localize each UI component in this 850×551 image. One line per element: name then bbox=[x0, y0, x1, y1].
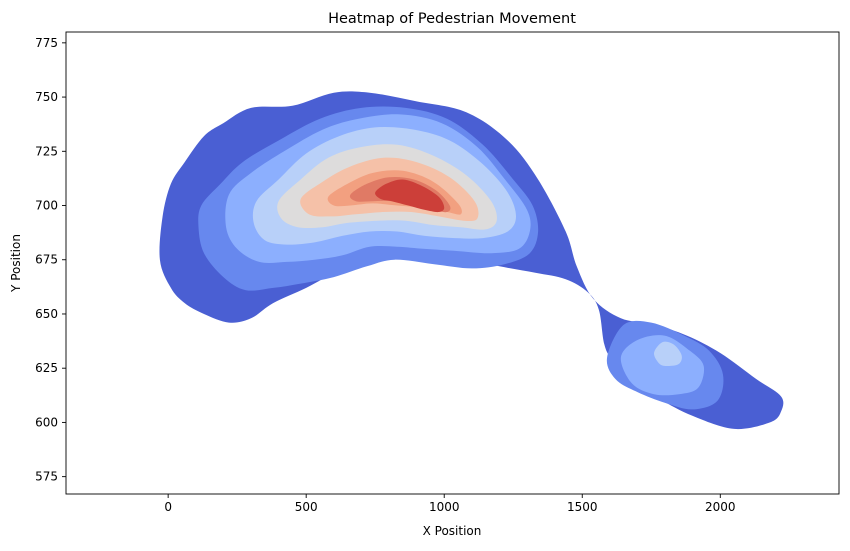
y-axis-label: Y Position bbox=[9, 234, 23, 293]
x-tick-label: 1000 bbox=[429, 500, 460, 514]
x-tick-label: 500 bbox=[295, 500, 318, 514]
y-tick-label: 575 bbox=[35, 470, 58, 484]
contour-level-3 bbox=[653, 341, 682, 366]
plot-frame bbox=[65, 31, 840, 495]
y-tick-label: 700 bbox=[35, 199, 58, 213]
y-tick-label: 625 bbox=[35, 361, 58, 375]
x-axis-label: X Position bbox=[423, 524, 482, 538]
x-tick-label: 0 bbox=[164, 500, 172, 514]
axis-ticks: 0 500 1000 1500 2000 575 600 625 650 675 700 725 750… bbox=[35, 36, 735, 514]
x-tick-label: 2000 bbox=[705, 500, 736, 514]
y-tick-label: 750 bbox=[35, 90, 58, 104]
y-tick-label: 650 bbox=[35, 307, 58, 321]
y-tick-label: 600 bbox=[35, 415, 58, 429]
y-tick-label: 675 bbox=[35, 253, 58, 267]
y-tick-label: 775 bbox=[35, 36, 58, 50]
contour-level-8 bbox=[375, 179, 445, 213]
y-tick-label: 725 bbox=[35, 144, 58, 158]
chart-title: Heatmap of Pedestrian Movement bbox=[328, 11, 576, 27]
x-tick-label: 1500 bbox=[567, 500, 598, 514]
contour-layer bbox=[159, 91, 784, 430]
